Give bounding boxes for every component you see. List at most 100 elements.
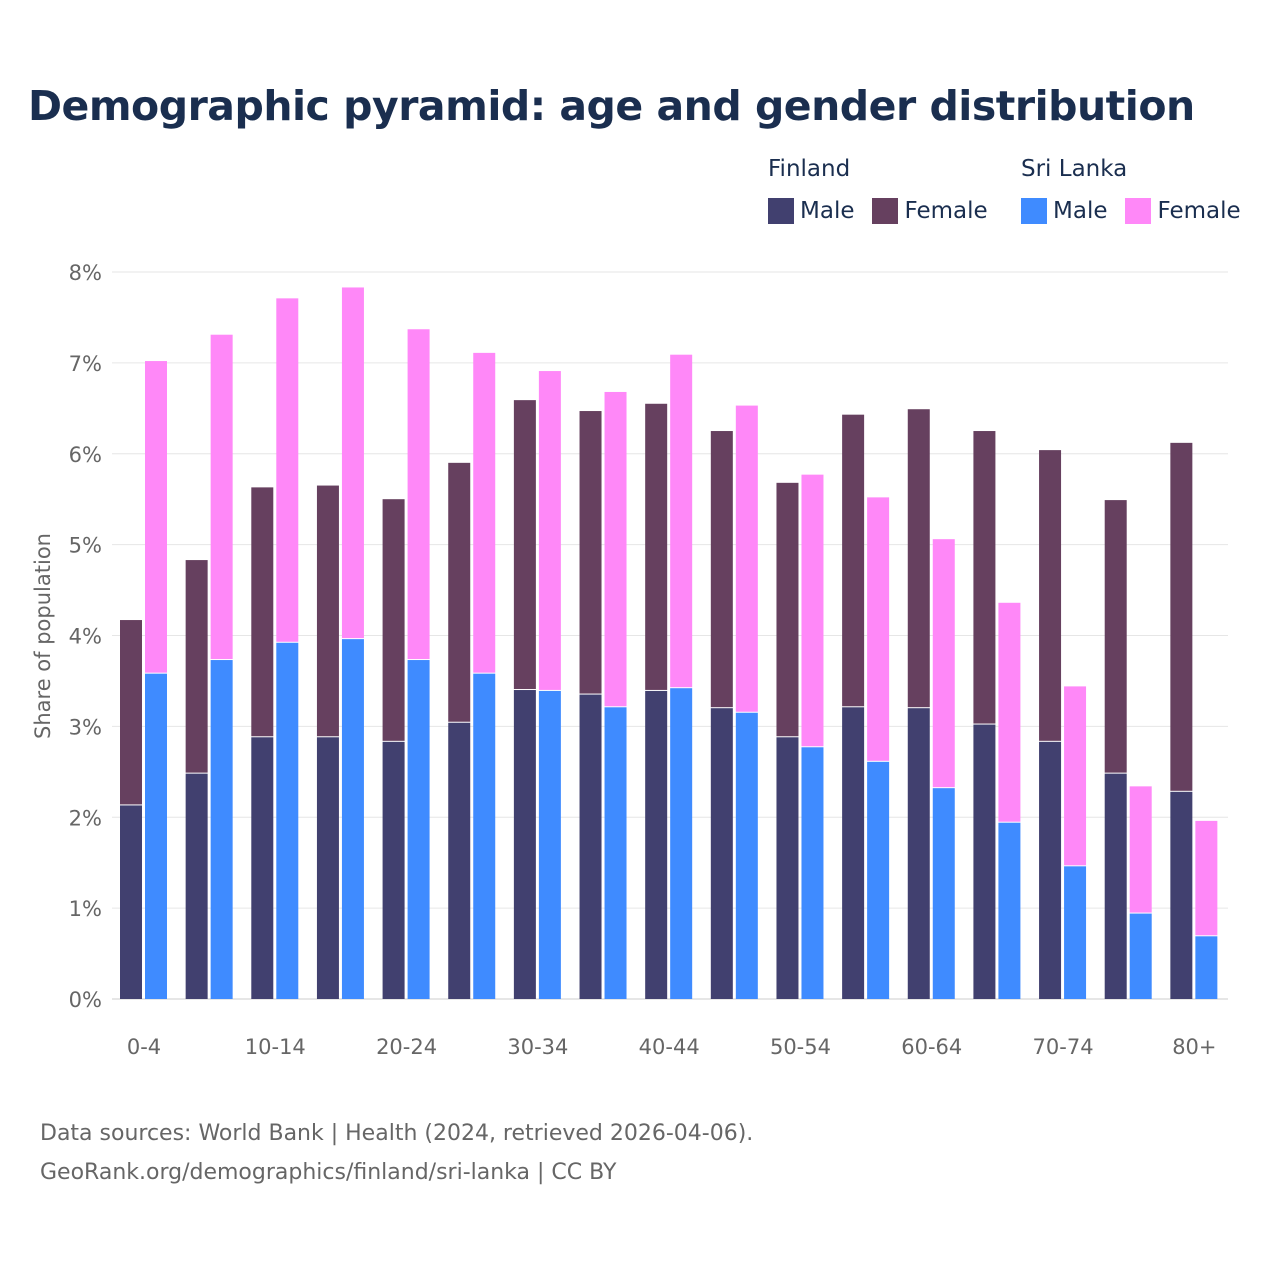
legend-swatch bbox=[1021, 198, 1047, 224]
bar-finland-female-30-34[interactable] bbox=[513, 400, 536, 690]
y-tick-label: 0% bbox=[69, 988, 102, 1012]
legend-label: Female bbox=[904, 198, 988, 224]
bar-finland-male-10-14[interactable] bbox=[251, 737, 274, 999]
bar-finland-male-80+[interactable] bbox=[1170, 791, 1193, 999]
bar-sri-lanka-female-5-9[interactable] bbox=[210, 334, 233, 660]
bar-finland-male-60-64[interactable] bbox=[907, 708, 930, 999]
bar-sri-lanka-male-45-49[interactable] bbox=[735, 712, 758, 999]
bar-finland-male-45-49[interactable] bbox=[710, 708, 733, 999]
footer-credit[interactable]: GeoRank.org/demographics/finland/sri-lan… bbox=[40, 1160, 617, 1185]
bar-sri-lanka-male-60-64[interactable] bbox=[932, 788, 955, 999]
bar-finland-female-60-64[interactable] bbox=[907, 409, 930, 708]
x-tick-label: 80+ bbox=[1172, 1035, 1216, 1059]
legend-item-finland-female[interactable]: Female bbox=[872, 198, 988, 224]
bar-finland-male-65-69[interactable] bbox=[973, 724, 996, 999]
bar-finland-female-80+[interactable] bbox=[1170, 442, 1193, 791]
legend-group-sri-lanka: Sri Lanka Male Female bbox=[1021, 156, 1241, 224]
bar-sri-lanka-female-45-49[interactable] bbox=[735, 405, 758, 712]
bar-sri-lanka-female-35-39[interactable] bbox=[604, 391, 627, 707]
footer-sources: Data sources: World Bank | Health (2024,… bbox=[40, 1121, 754, 1146]
legend-swatch bbox=[1125, 198, 1152, 224]
bar-sri-lanka-male-20-24[interactable] bbox=[407, 660, 430, 999]
y-tick-label: 5% bbox=[69, 534, 102, 558]
bar-finland-female-40-44[interactable] bbox=[645, 403, 668, 690]
bar-finland-female-45-49[interactable] bbox=[710, 431, 733, 708]
y-tick-label: 3% bbox=[69, 715, 102, 739]
bar-sri-lanka-male-75-79[interactable] bbox=[1129, 913, 1152, 999]
bar-finland-male-75-79[interactable] bbox=[1104, 773, 1127, 999]
bar-finland-female-35-39[interactable] bbox=[579, 411, 602, 694]
x-tick-label: 10-14 bbox=[245, 1035, 306, 1059]
legend-label: Male bbox=[800, 198, 855, 224]
bar-finland-male-0-4[interactable] bbox=[120, 805, 142, 999]
bar-sri-lanka-male-70-74[interactable] bbox=[1064, 866, 1087, 999]
legend-item-sri-lanka-male[interactable]: Male bbox=[1021, 198, 1107, 224]
y-tick-label: 7% bbox=[69, 352, 102, 376]
bar-finland-female-15-19[interactable] bbox=[316, 485, 339, 737]
legend-swatch bbox=[768, 198, 794, 224]
bar-finland-female-75-79[interactable] bbox=[1104, 500, 1127, 773]
bar-sri-lanka-female-20-24[interactable] bbox=[407, 329, 430, 660]
bar-sri-lanka-male-15-19[interactable] bbox=[341, 639, 364, 999]
bar-sri-lanka-female-15-19[interactable] bbox=[341, 287, 364, 639]
bar-sri-lanka-female-40-44[interactable] bbox=[670, 354, 693, 688]
bar-finland-male-20-24[interactable] bbox=[382, 741, 405, 999]
bar-finland-female-5-9[interactable] bbox=[185, 560, 208, 773]
bar-finland-male-25-29[interactable] bbox=[448, 722, 471, 999]
bar-sri-lanka-female-30-34[interactable] bbox=[538, 371, 561, 690]
bar-sri-lanka-female-65-69[interactable] bbox=[998, 602, 1021, 822]
x-tick-label: 40-44 bbox=[639, 1035, 700, 1059]
y-axis-label: Share of population bbox=[31, 533, 55, 739]
bar-sri-lanka-male-10-14[interactable] bbox=[276, 642, 299, 999]
bar-sri-lanka-male-50-54[interactable] bbox=[801, 747, 824, 999]
bar-sri-lanka-female-25-29[interactable] bbox=[473, 352, 496, 673]
bar-finland-female-25-29[interactable] bbox=[448, 462, 471, 722]
legend-label: Male bbox=[1053, 198, 1108, 224]
x-tick-label: 50-54 bbox=[770, 1035, 831, 1059]
legend-group-finland: Finland Male Female bbox=[768, 156, 988, 224]
bar-finland-female-65-69[interactable] bbox=[973, 431, 996, 724]
y-tick-label: 6% bbox=[69, 443, 102, 467]
bar-sri-lanka-female-50-54[interactable] bbox=[801, 474, 824, 747]
bar-sri-lanka-male-5-9[interactable] bbox=[210, 660, 233, 999]
y-tick-label: 4% bbox=[69, 625, 102, 649]
bar-finland-male-5-9[interactable] bbox=[185, 773, 208, 999]
bar-finland-male-30-34[interactable] bbox=[513, 690, 536, 999]
bar-sri-lanka-female-80+[interactable] bbox=[1195, 820, 1218, 936]
x-tick-label: 30-34 bbox=[507, 1035, 568, 1059]
bar-sri-lanka-male-80+[interactable] bbox=[1195, 936, 1218, 999]
bar-finland-male-50-54[interactable] bbox=[776, 737, 799, 999]
bar-sri-lanka-female-55-59[interactable] bbox=[867, 497, 890, 761]
legend-item-sri-lanka-female[interactable]: Female bbox=[1125, 198, 1241, 224]
bar-sri-lanka-male-55-59[interactable] bbox=[867, 761, 890, 999]
bar-finland-female-50-54[interactable] bbox=[776, 482, 799, 737]
bar-sri-lanka-female-60-64[interactable] bbox=[932, 539, 955, 788]
bar-finland-male-70-74[interactable] bbox=[1039, 741, 1062, 999]
bar-sri-lanka-male-30-34[interactable] bbox=[538, 690, 561, 999]
bar-sri-lanka-male-65-69[interactable] bbox=[998, 822, 1021, 999]
bar-sri-lanka-female-75-79[interactable] bbox=[1129, 786, 1152, 913]
bar-sri-lanka-female-0-4[interactable] bbox=[145, 361, 167, 673]
legend-item-finland-male[interactable]: Male bbox=[768, 198, 854, 224]
bar-sri-lanka-male-40-44[interactable] bbox=[670, 688, 693, 999]
bar-finland-male-15-19[interactable] bbox=[316, 737, 339, 999]
bar-finland-male-40-44[interactable] bbox=[645, 690, 668, 999]
bar-finland-female-20-24[interactable] bbox=[382, 499, 405, 741]
bar-finland-female-70-74[interactable] bbox=[1039, 450, 1062, 741]
y-tick-label: 2% bbox=[69, 806, 102, 830]
bar-finland-female-0-4[interactable] bbox=[120, 620, 142, 805]
bar-sri-lanka-male-35-39[interactable] bbox=[604, 707, 627, 999]
bar-sri-lanka-male-25-29[interactable] bbox=[473, 673, 496, 999]
y-tick-label: 1% bbox=[69, 897, 102, 921]
x-tick-label: 70-74 bbox=[1033, 1035, 1094, 1059]
bar-sri-lanka-male-0-4[interactable] bbox=[145, 673, 167, 999]
chart-title: Demographic pyramid: age and gender dist… bbox=[28, 82, 1195, 130]
bar-sri-lanka-female-10-14[interactable] bbox=[276, 298, 299, 642]
legend-group-title: Sri Lanka bbox=[1021, 156, 1128, 182]
bar-finland-female-55-59[interactable] bbox=[842, 414, 865, 707]
bar-finland-male-55-59[interactable] bbox=[842, 707, 865, 999]
bar-finland-female-10-14[interactable] bbox=[251, 487, 274, 737]
bar-sri-lanka-female-70-74[interactable] bbox=[1064, 686, 1087, 866]
bar-finland-male-35-39[interactable] bbox=[579, 694, 602, 999]
